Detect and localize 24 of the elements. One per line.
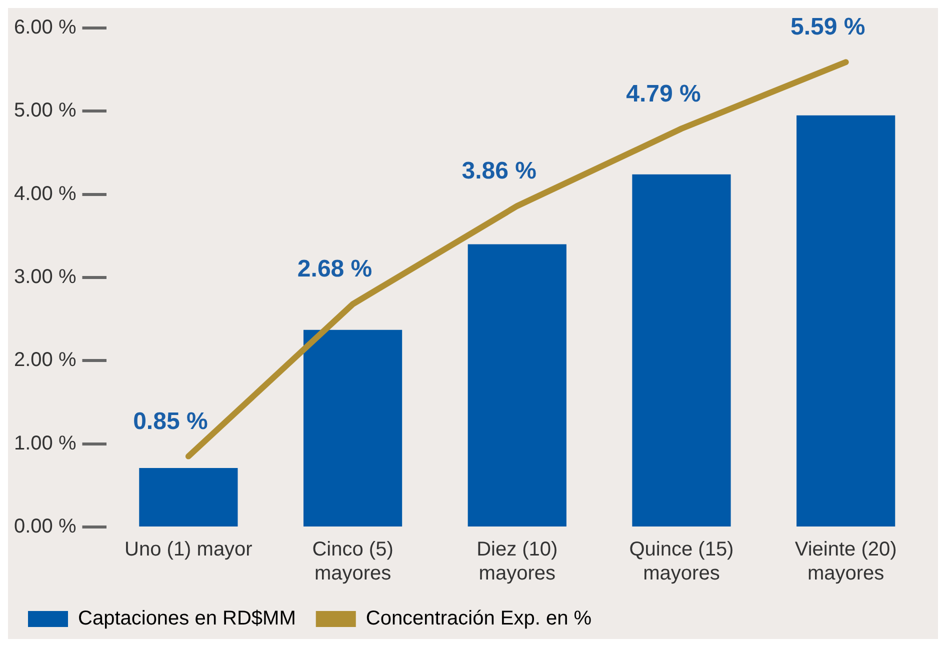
- bar: [796, 115, 896, 526]
- legend-label: Concentración Exp. en %: [366, 608, 592, 630]
- y-tick-label: 3.00 %: [14, 266, 76, 288]
- x-tick-label: Cinco (5) mayores: [312, 538, 394, 585]
- y-tick-label: 4.00 %: [14, 182, 76, 205]
- bar: [468, 244, 566, 526]
- x-tick-label: Quince (15) mayores: [629, 538, 734, 585]
- x-tick-label: Diez (10) mayores: [476, 538, 558, 585]
- data-label: 4.79 %: [626, 80, 701, 108]
- data-label: 2.68 %: [297, 256, 372, 283]
- bar: [303, 330, 402, 526]
- y-tick-label: 2.00 %: [14, 349, 76, 372]
- y-tick-label: 6.00 %: [14, 16, 76, 39]
- x-tick-label: Vieinte (20) mayores: [794, 538, 897, 585]
- y-tick-label: 5.00 %: [14, 100, 76, 122]
- y-tick-label: 1.00 %: [14, 432, 76, 454]
- data-label: 3.86 %: [462, 158, 536, 185]
- x-tick-label: Uno (1) mayor: [124, 538, 253, 561]
- y-tick-label: 0.00 %: [14, 516, 76, 538]
- data-label: 5.59 %: [790, 14, 866, 41]
- legend-label: Captaciones en RD$MM: [78, 608, 296, 630]
- data-label: 0.85 %: [133, 408, 208, 435]
- bar: [139, 468, 238, 526]
- bar: [632, 174, 731, 526]
